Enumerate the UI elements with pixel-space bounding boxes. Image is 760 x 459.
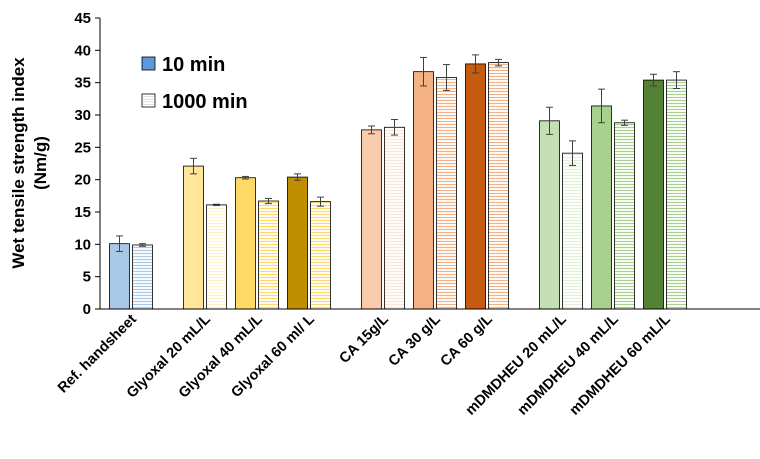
y-tick-label: 25: [74, 139, 91, 156]
y-tick-label: 0: [83, 301, 91, 318]
y-tick-label: 40: [74, 42, 91, 59]
bar-10min: [413, 71, 434, 310]
category-label: CA 15g/L: [336, 311, 391, 366]
error-bars: [116, 54, 680, 252]
category-label: mDMDHEU 40 mL/L: [515, 311, 622, 418]
bar-10min: [539, 120, 560, 310]
bar-10min: [287, 176, 308, 310]
legend-label: 1000 min: [162, 91, 248, 113]
y-axis-label: Wet tensile strength index (Nm/g): [9, 57, 50, 269]
bar-10min: [361, 129, 382, 310]
bar-1000min: [666, 79, 687, 310]
bars: [109, 62, 687, 310]
axes: [99, 18, 760, 310]
category-label: CA 60 g/L: [438, 311, 496, 369]
bar-10min: [183, 165, 204, 310]
bar-10min: [465, 63, 486, 310]
bar-1000min: [258, 200, 279, 310]
y-tick-label: 20: [74, 172, 91, 189]
legend-swatch: [141, 93, 156, 108]
y-tick-label: 15: [74, 204, 91, 221]
bar-10min: [643, 79, 664, 310]
y-tick-label: 5: [83, 269, 91, 286]
bar-1000min: [206, 204, 227, 310]
y-axis-title-line: Wet tensile strength index: [9, 57, 28, 269]
category-label: mDMDHEU 60 mL/L: [567, 311, 674, 418]
bar-1000min: [562, 152, 583, 310]
y-tick-label: 45: [74, 10, 91, 27]
bar-1000min: [310, 201, 331, 310]
bar-10min: [591, 105, 612, 310]
y-tick-label: 35: [74, 75, 91, 92]
bar-1000min: [614, 122, 635, 310]
bar-1000min: [132, 244, 153, 310]
y-axis-title-line: (Nm/g): [31, 136, 50, 190]
category-label: Ref. handsheet: [55, 311, 140, 396]
y-axis-ticks: 0 5 10 15 20 25 30 35 40 45: [74, 10, 100, 318]
y-tick-label: 30: [74, 107, 91, 124]
y-tick-label: 10: [74, 236, 91, 253]
bar-10min: [109, 243, 130, 310]
bar-10min: [235, 177, 256, 310]
bar-1000min: [436, 77, 457, 310]
legend-swatch: [141, 56, 156, 71]
legend-label: 10 min: [162, 54, 225, 76]
category-label: CA 30 g/L: [386, 311, 444, 369]
legend: 10 min 1000 min: [141, 54, 248, 113]
bar-1000min: [384, 126, 405, 310]
bar-1000min: [488, 62, 509, 310]
